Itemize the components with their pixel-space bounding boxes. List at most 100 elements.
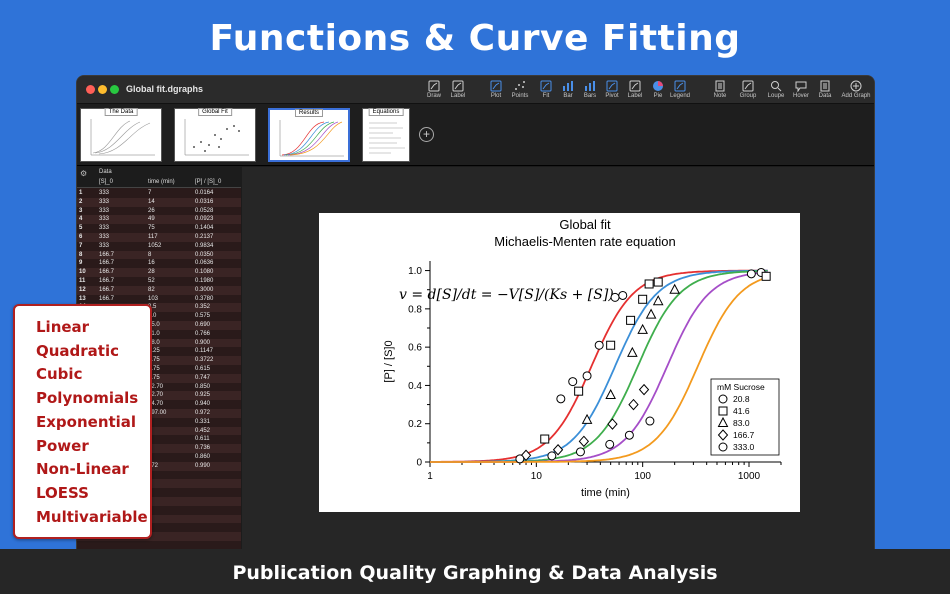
table-cell[interactable]: 82: [148, 286, 155, 293]
table-cell[interactable]: 333: [99, 225, 110, 232]
table-cell[interactable]: 49: [148, 216, 155, 223]
table-cell[interactable]: 32.70: [148, 392, 164, 399]
table-row[interactable]: 7 333 1052 0.9834: [77, 242, 241, 251]
toolbar-button-hover[interactable]: Hover: [790, 79, 812, 103]
table-cell[interactable]: 16: [148, 260, 155, 267]
table-cell[interactable]: 14: [148, 198, 155, 205]
table-cell[interactable]: 0.25: [148, 348, 160, 355]
table-cell[interactable]: 0.575: [195, 313, 211, 320]
table-cell[interactable]: 0.0528: [195, 207, 214, 214]
table-cell[interactable]: 0.1980: [195, 278, 214, 284]
page-thumb-global-fit[interactable]: Global Fit: [174, 108, 256, 162]
gear-icon[interactable]: ⚙: [80, 169, 88, 178]
table-row[interactable]: 9 166.7 16 0.0636: [77, 259, 241, 268]
table-cell[interactable]: 333: [99, 216, 110, 223]
column-header[interactable]: [P] / [S]_0: [195, 179, 222, 185]
table-cell[interactable]: 34.70: [148, 401, 164, 408]
toolbar-button-draw[interactable]: Draw: [423, 79, 445, 103]
table-cell[interactable]: 0.352: [195, 304, 211, 311]
table-row[interactable]: 8 166.7 8 0.0350: [77, 250, 241, 260]
table-cell[interactable]: 372: [148, 462, 159, 469]
table-cell[interactable]: 166.7: [99, 269, 115, 276]
table-cell[interactable]: 28: [148, 269, 155, 276]
table-cell[interactable]: 0.747: [195, 374, 211, 381]
table-cell[interactable]: 333: [99, 190, 110, 196]
table-cell[interactable]: 0.0350: [195, 251, 214, 258]
table-cell[interactable]: 1052: [148, 242, 162, 249]
toolbar-button-label[interactable]: Label: [447, 79, 469, 103]
table-cell[interactable]: 0.1080: [195, 269, 214, 276]
table-cell[interactable]: 333: [99, 234, 110, 240]
table-row[interactable]: 10 166.7 28 0.1080: [77, 268, 241, 277]
toolbar-button-loupe[interactable]: Loupe: [765, 79, 787, 103]
table-row[interactable]: 6 333 117 0.2137: [77, 233, 241, 242]
table-cell[interactable]: 8: [148, 251, 152, 258]
toolbar-button-pivot[interactable]: Pivot: [601, 79, 623, 103]
table-cell[interactable]: 0.766: [195, 330, 211, 337]
toolbar-button-legend[interactable]: Legend: [669, 79, 691, 103]
table-row[interactable]: 11 166.7 52 0.1980: [77, 277, 241, 286]
page-thumb-results[interactable]: Results: [268, 108, 350, 162]
table-cell[interactable]: 51.0: [148, 330, 160, 337]
empty-table-row[interactable]: [77, 514, 241, 524]
table-cell[interactable]: 166.7: [99, 260, 115, 267]
page-thumb-equations[interactable]: Equations: [362, 108, 410, 162]
toolbar-button-label[interactable]: Label: [624, 79, 646, 103]
table-cell[interactable]: 3.75: [148, 357, 160, 364]
close-window-button[interactable]: [86, 85, 95, 94]
table-row[interactable]: 12 166.7 82 0.3000: [77, 285, 241, 295]
toolbar-button-add-graph[interactable]: Add Graph: [838, 79, 874, 103]
table-row[interactable]: 13 166.7 103 0.3780: [77, 295, 241, 304]
table-cell[interactable]: 0.452: [195, 427, 211, 434]
table-cell[interactable]: 0.850: [195, 383, 211, 390]
table-row[interactable]: 1 333 7 0.0164: [77, 189, 241, 198]
table-cell[interactable]: 52: [148, 278, 155, 284]
toolbar-button-fit[interactable]: Fit: [535, 79, 557, 103]
empty-table-row[interactable]: [77, 497, 241, 506]
maximize-window-button[interactable]: [110, 85, 119, 94]
toolbar-button-bars[interactable]: Bars: [579, 79, 601, 103]
table-cell[interactable]: 333: [99, 207, 110, 214]
empty-table-row[interactable]: [77, 479, 241, 489]
table-cell[interactable]: 103: [148, 295, 159, 302]
column-header[interactable]: [S]_0: [99, 179, 114, 185]
table-cell[interactable]: 08.0: [148, 339, 160, 346]
empty-table-row[interactable]: [77, 541, 241, 549]
table-cell[interactable]: 0.611: [195, 436, 210, 443]
table-cell[interactable]: 0.900: [195, 339, 211, 346]
table-cell[interactable]: 0.690: [195, 322, 211, 328]
add-page-button[interactable]: +: [419, 127, 434, 142]
table-cell[interactable]: 0.0316: [195, 198, 214, 205]
table-cell[interactable]: 333: [99, 198, 110, 205]
table-cell[interactable]: 0.331: [195, 418, 211, 425]
table-cell[interactable]: 3.75: [148, 374, 160, 381]
table-cell[interactable]: 0.3722: [195, 357, 214, 364]
page-thumb-the-data[interactable]: The Data: [80, 108, 162, 162]
table-cell[interactable]: 397.00: [148, 410, 167, 416]
table-cell[interactable]: 0.990: [195, 462, 211, 469]
table-cell[interactable]: 166.7: [99, 251, 115, 258]
column-header[interactable]: time (min): [148, 179, 175, 185]
table-cell[interactable]: 0.1404: [195, 225, 214, 232]
toolbar-button-bar[interactable]: Bar: [557, 79, 579, 103]
table-cell[interactable]: 0.736: [195, 445, 211, 452]
table-cell[interactable]: 0.3000: [195, 286, 214, 293]
toolbar-button-points[interactable]: Points: [509, 79, 531, 103]
table-cell[interactable]: 0.2137: [195, 234, 214, 240]
table-cell[interactable]: 117: [148, 234, 158, 240]
table-row[interactable]: 2 333 14 0.0316: [77, 197, 241, 207]
empty-table-row[interactable]: [77, 532, 241, 541]
legend-box[interactable]: [710, 378, 780, 456]
table-cell[interactable]: 166.7: [99, 278, 115, 284]
table-cell[interactable]: 0.0636: [195, 260, 214, 267]
table-cell[interactable]: 75: [148, 225, 155, 232]
table-cell[interactable]: 26: [148, 207, 155, 214]
table-cell[interactable]: 15.0: [148, 322, 160, 328]
table-row[interactable]: 4 333 49 0.0923: [77, 215, 241, 225]
table-cell[interactable]: 3.5: [148, 304, 157, 311]
table-cell[interactable]: 1.75: [148, 366, 160, 372]
table-cell[interactable]: 7: [148, 190, 152, 196]
table-cell[interactable]: 0.9834: [195, 242, 214, 249]
table-row[interactable]: 3 333 26 0.0528: [77, 207, 241, 216]
table-cell[interactable]: 0.615: [195, 366, 211, 372]
